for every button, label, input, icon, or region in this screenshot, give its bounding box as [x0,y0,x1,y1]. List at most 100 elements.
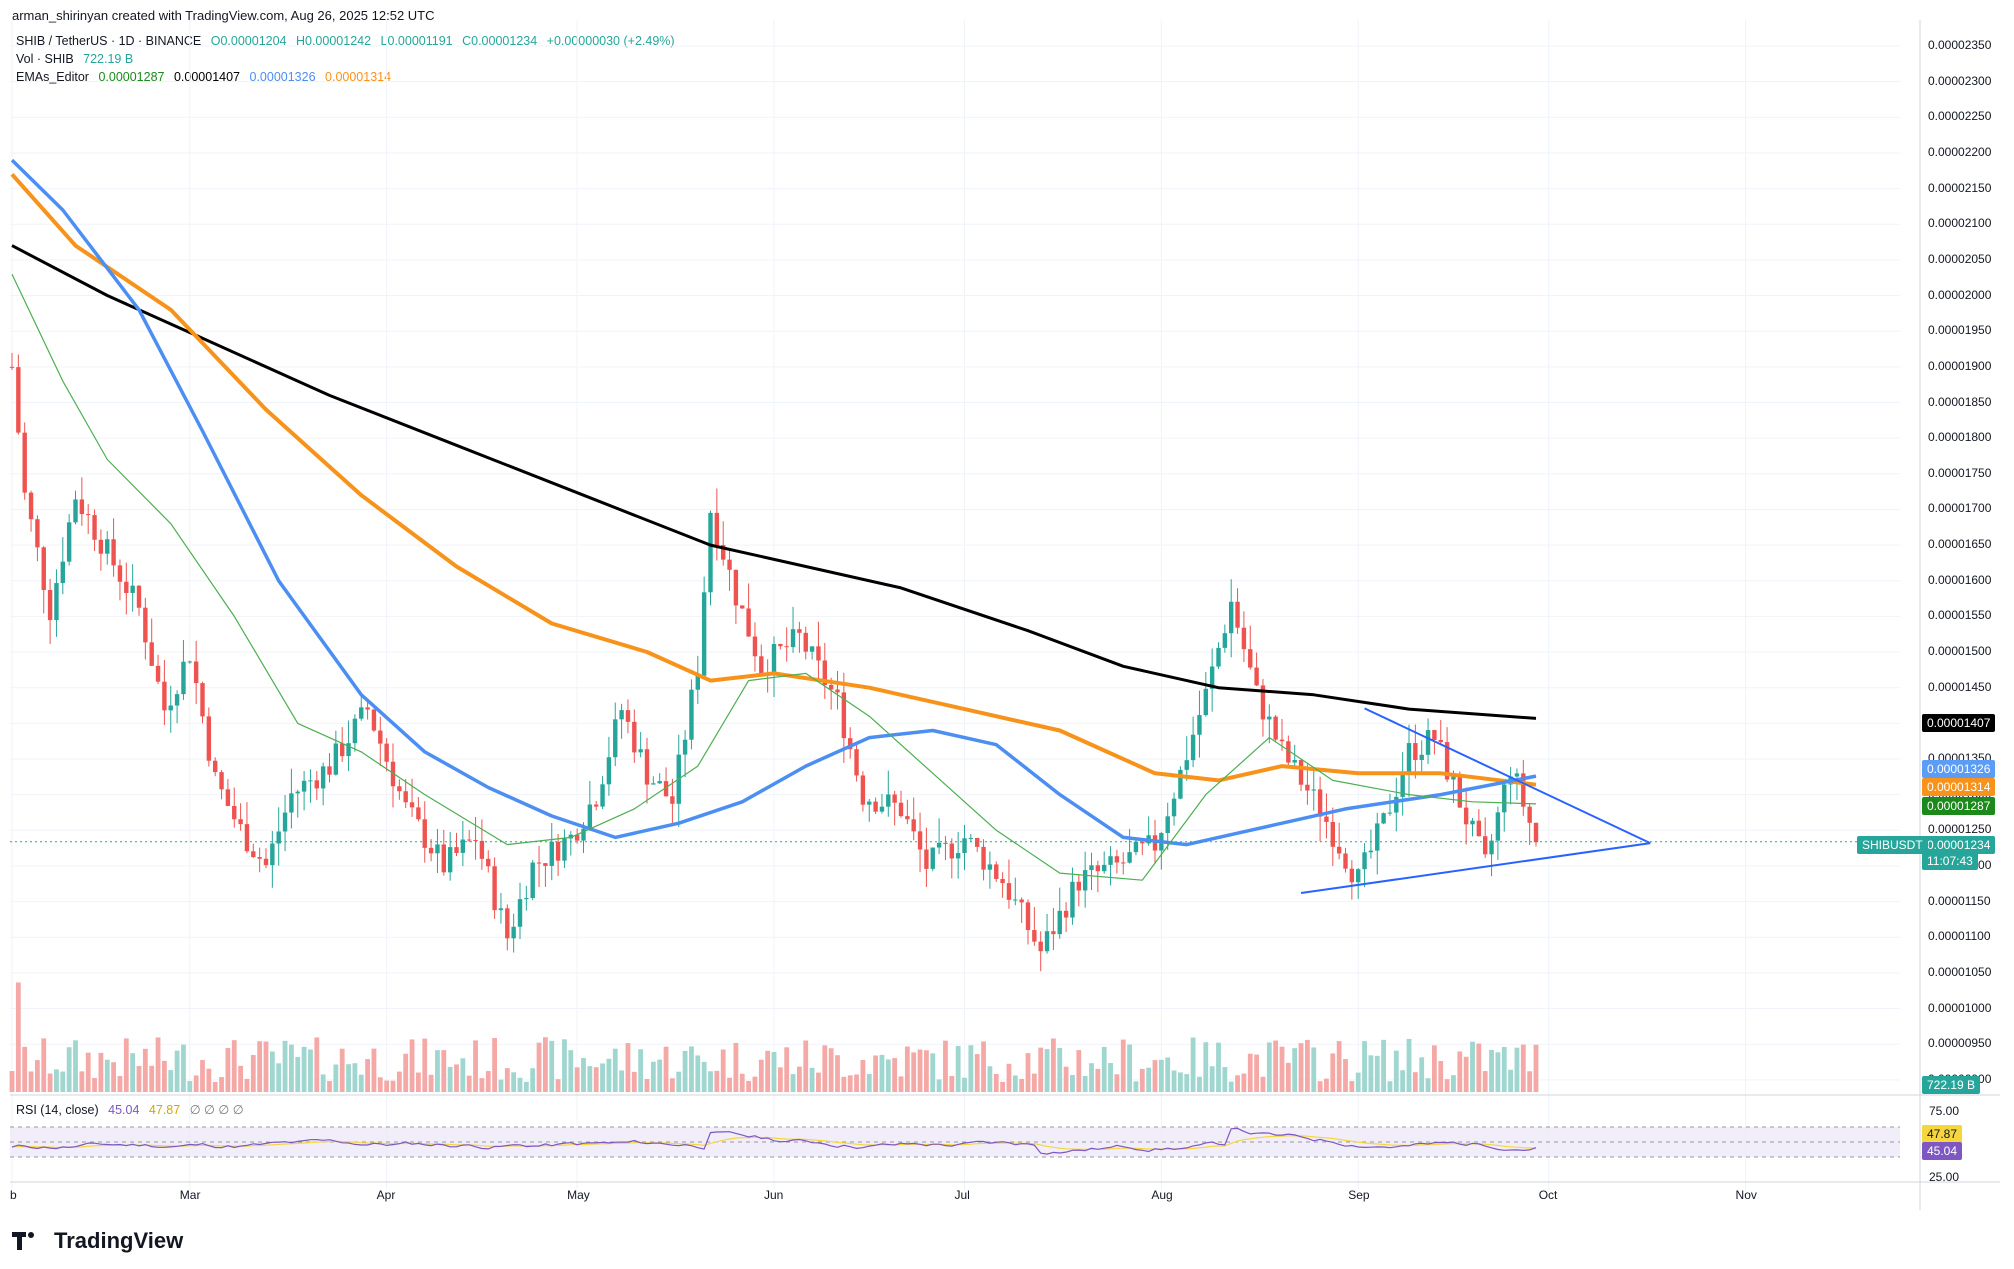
candle-body [35,519,40,548]
symbol-legend[interactable]: SHIB / TetherUS · 1D · BINANCE O0.000012… [16,34,681,48]
candle-body [467,839,472,841]
candle-body [124,581,129,594]
volume-bar [35,1060,40,1092]
candle-body [994,864,999,879]
symbol-title[interactable]: SHIB / TetherUS · 1D · BINANCE [16,34,202,48]
candle-body [54,583,59,621]
candle-body [282,812,288,832]
rsi-pane [10,1126,1900,1158]
candle-body [232,805,237,820]
volume-bar [816,1072,821,1092]
rsi-legend[interactable]: RSI (14, close) 45.04 47.87 ∅ ∅ ∅ ∅ [16,1102,250,1117]
volume-bar [123,1038,129,1092]
ema-value-fast: 0.00001287 [98,70,165,84]
volume-bar [1222,1067,1228,1092]
volume-bar [1368,1055,1374,1092]
volume-bar [333,1064,339,1092]
volume-bar [1438,1061,1444,1092]
candle-body [1133,841,1139,853]
time-tick-label: Oct [1538,1188,1558,1202]
volume-bar [695,1055,701,1092]
ema-200-line [11,244,1537,720]
volume-bar [79,1071,85,1092]
candle-body [981,846,986,870]
volume-bar [650,1061,656,1092]
tradingview-logo[interactable]: TradingView [12,1228,183,1254]
candle-body [447,847,453,873]
candle-body [695,675,700,690]
candle-body [1279,739,1285,742]
candle-body [701,592,707,676]
candle-body [28,492,34,520]
volume-bar [1457,1051,1463,1092]
volume-bar [606,1058,612,1092]
volume-bar [269,1051,275,1092]
candle-body [740,605,745,609]
candle-body [562,838,567,861]
volume-bar [339,1048,345,1092]
candle-body [1476,820,1482,837]
volume-bar [714,1070,720,1092]
volume-bar [111,1062,116,1092]
volume-bar [257,1041,263,1092]
volume-bar [1051,1038,1056,1092]
candle-body [79,499,85,515]
volume-bar [1209,1066,1215,1092]
candle-body [733,569,739,606]
volume-bar [73,1040,78,1092]
time-tick-label: Jun [764,1188,784,1202]
candle-body [1235,601,1240,628]
volume-bar [1425,1078,1431,1092]
volume-bar [365,1059,370,1092]
candle-body [16,367,21,433]
volume-bar [1476,1043,1482,1092]
ema-label: EMAs_Editor [16,70,89,84]
ohlc-low: L0.00001191 [380,34,453,48]
candle-body [1076,881,1081,891]
volume-bar [1381,1039,1386,1092]
candle-body [987,864,993,870]
volume-bar [638,1049,644,1092]
candle-body [47,589,53,621]
candle-body [613,719,618,758]
candle-body [1305,784,1310,791]
volume-bar [1451,1075,1456,1092]
candle-body [1349,868,1355,883]
volume-bar [1387,1081,1393,1092]
volume-bar [466,1075,472,1092]
candle-body [213,760,218,773]
time-tick-label: Apr [376,1188,396,1202]
rsi-value: 45.04 [108,1103,140,1117]
candle-body [1082,870,1088,891]
candle-body [1444,742,1450,780]
volume-bar [1419,1057,1425,1092]
candle-body [714,512,720,545]
volume-bar [66,1047,72,1092]
volume-bar [898,1076,904,1092]
volume-bar [574,1067,580,1092]
ema-legend[interactable]: EMAs_Editor 0.00001287 0.00001407 0.0000… [16,70,397,84]
volume-value: 722.19 B [83,52,134,66]
volume-bar [962,1077,967,1092]
candle-body [365,707,370,710]
volume-bar [1317,1081,1323,1092]
last-price-badge: 0.00001234 [1922,836,1996,854]
candle-body [1241,627,1247,650]
candle-body [1387,812,1393,814]
volume-bar [1235,1075,1240,1092]
candle-body [809,646,815,652]
volume-bar [511,1072,517,1092]
candle-body [1006,883,1012,900]
candle-body [1025,902,1031,931]
ema-value-50: 0.00001326 [249,70,316,84]
volume-bar [720,1049,726,1092]
volume-legend[interactable]: Vol · SHIB 722.19 B [16,52,139,66]
chart-grid [10,20,1900,1190]
candle-body [968,837,974,839]
volume-bar [1489,1049,1494,1092]
volume-bar [390,1080,396,1092]
candle-body [752,636,758,657]
candle-body [657,781,662,784]
